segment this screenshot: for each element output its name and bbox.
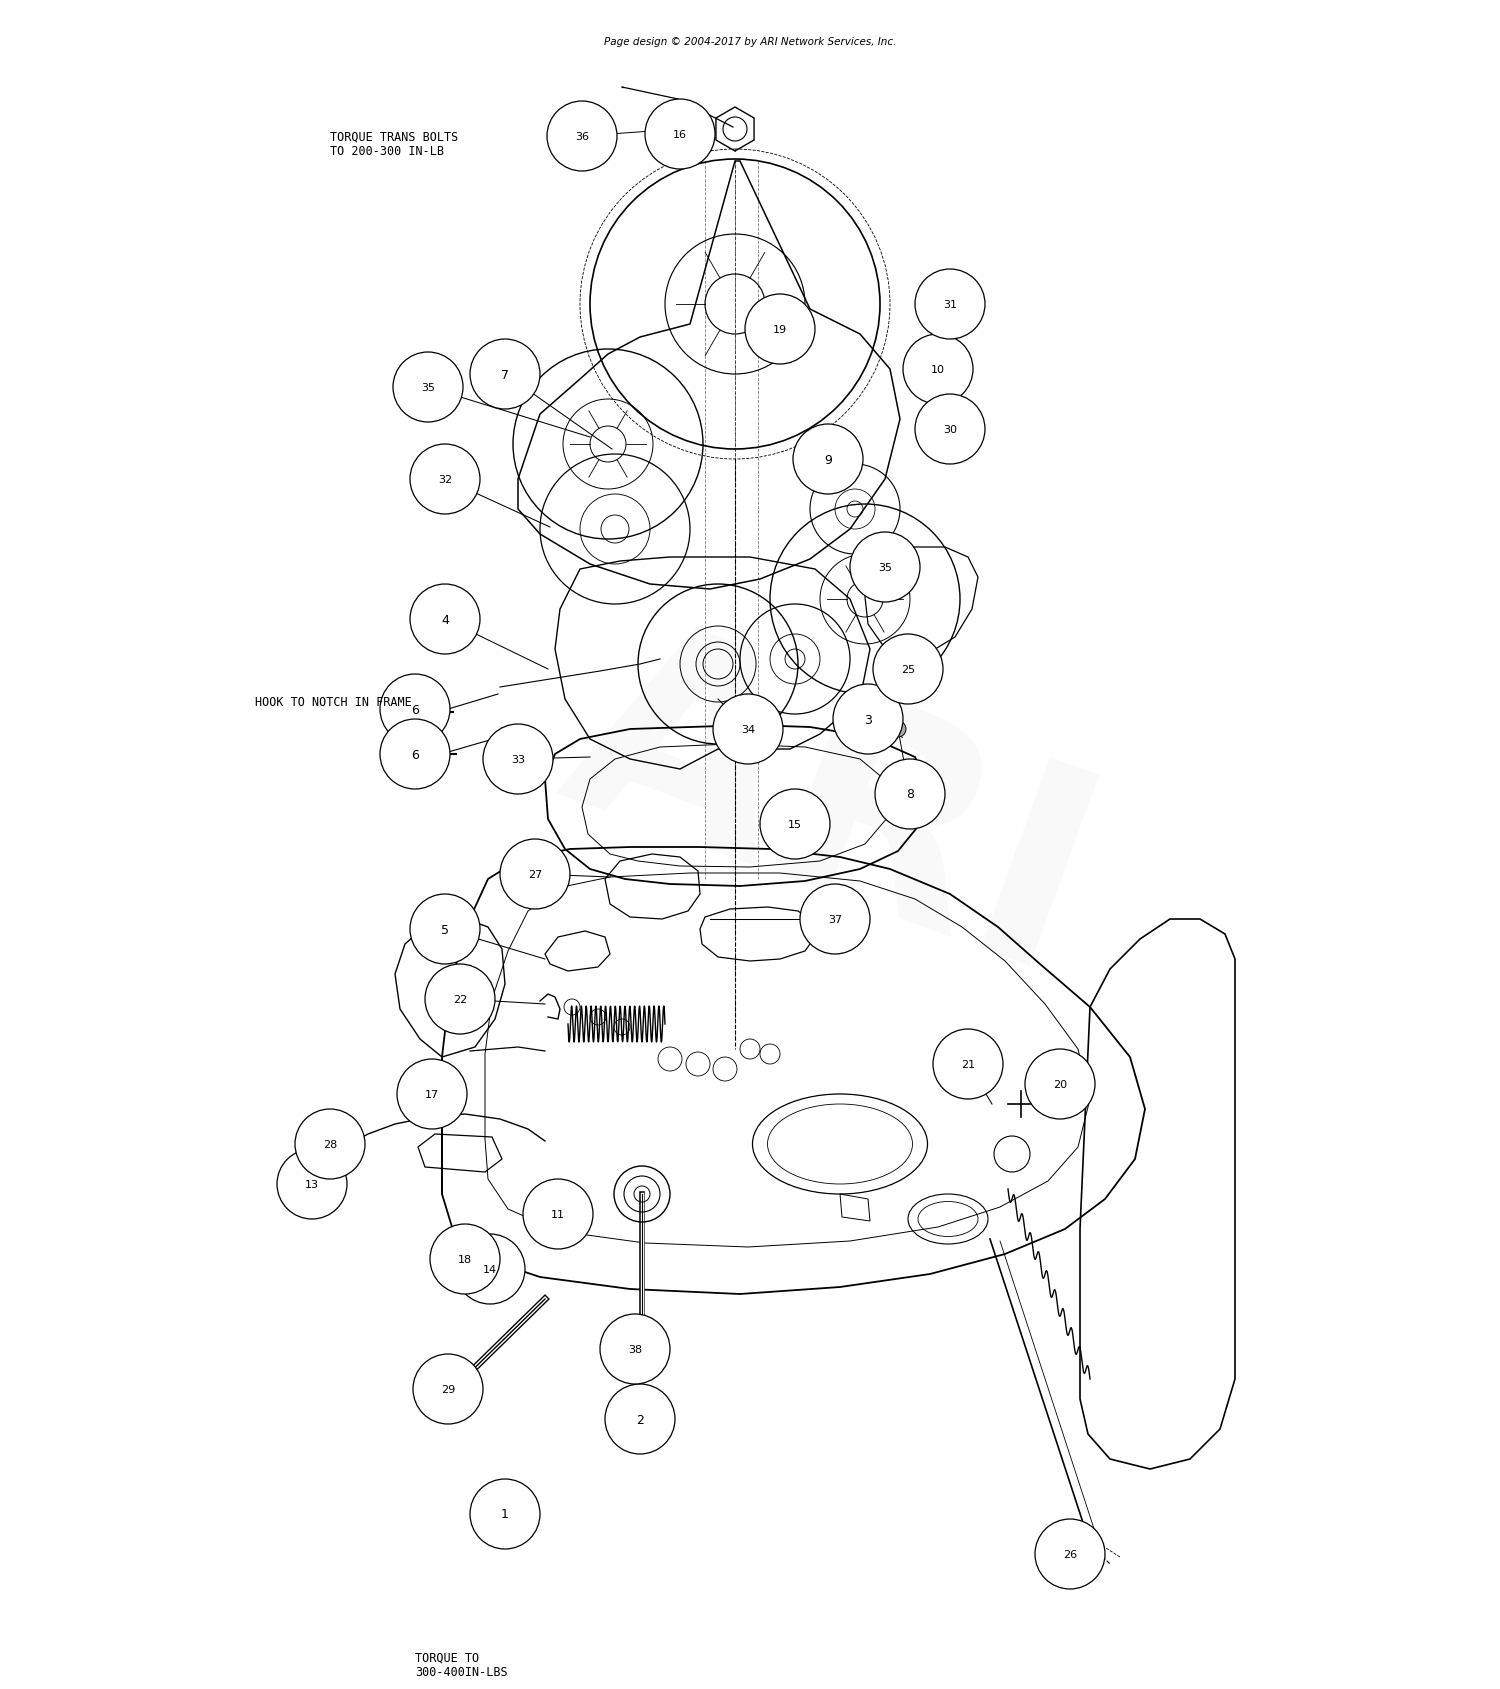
Circle shape	[604, 1385, 675, 1454]
Circle shape	[903, 334, 974, 405]
Text: 35: 35	[422, 383, 435, 394]
Circle shape	[645, 100, 716, 171]
Text: 27: 27	[528, 870, 542, 880]
Text: 15: 15	[788, 819, 802, 829]
Circle shape	[424, 964, 495, 1034]
Circle shape	[380, 674, 450, 745]
Text: 6: 6	[411, 748, 419, 762]
Text: 5: 5	[441, 922, 448, 936]
Text: 21: 21	[962, 1059, 975, 1069]
Circle shape	[890, 721, 906, 738]
Text: 1: 1	[501, 1508, 509, 1520]
Circle shape	[874, 760, 945, 829]
Text: 3: 3	[864, 713, 871, 726]
Text: 8: 8	[906, 789, 914, 801]
Text: 17: 17	[424, 1089, 439, 1100]
Circle shape	[1035, 1518, 1106, 1589]
Text: 19: 19	[772, 324, 788, 334]
Circle shape	[410, 444, 480, 515]
Text: 6: 6	[411, 703, 419, 716]
Text: 37: 37	[828, 914, 842, 924]
Text: 4: 4	[441, 613, 448, 627]
Text: 32: 32	[438, 475, 452, 485]
Circle shape	[430, 1225, 500, 1294]
Circle shape	[1024, 1049, 1095, 1120]
Text: 35: 35	[878, 562, 892, 573]
Circle shape	[438, 750, 448, 760]
Circle shape	[833, 684, 903, 755]
Circle shape	[800, 885, 870, 954]
Text: 22: 22	[453, 995, 466, 1005]
Circle shape	[380, 720, 450, 789]
Text: 33: 33	[512, 755, 525, 765]
Circle shape	[398, 1059, 466, 1130]
Circle shape	[413, 1355, 483, 1424]
Circle shape	[548, 101, 616, 172]
Text: 26: 26	[1064, 1549, 1077, 1559]
Circle shape	[600, 1314, 670, 1385]
Text: 25: 25	[902, 664, 915, 674]
Text: 11: 11	[550, 1209, 566, 1219]
Text: 9: 9	[824, 453, 833, 466]
Circle shape	[393, 353, 464, 422]
Text: 7: 7	[501, 368, 509, 382]
Circle shape	[712, 694, 783, 765]
Circle shape	[410, 584, 480, 655]
Circle shape	[746, 296, 814, 365]
Text: 20: 20	[1053, 1079, 1066, 1089]
Circle shape	[885, 660, 904, 679]
Text: 29: 29	[441, 1385, 454, 1393]
Text: 10: 10	[932, 365, 945, 375]
Text: 13: 13	[304, 1179, 320, 1189]
Text: 18: 18	[458, 1255, 472, 1265]
Circle shape	[483, 725, 554, 794]
Text: 14: 14	[483, 1265, 496, 1274]
Circle shape	[524, 1179, 592, 1250]
Text: 34: 34	[741, 725, 754, 735]
Text: 2: 2	[636, 1412, 644, 1426]
Text: TORQUE TRANS BOLTS
TO 200-300 IN-LB: TORQUE TRANS BOLTS TO 200-300 IN-LB	[330, 130, 459, 159]
Circle shape	[760, 789, 830, 860]
Text: 30: 30	[944, 424, 957, 434]
Circle shape	[470, 339, 540, 410]
Circle shape	[410, 895, 480, 964]
Text: 36: 36	[574, 132, 590, 142]
Circle shape	[794, 424, 862, 495]
Circle shape	[296, 1110, 364, 1179]
Text: ARI: ARI	[534, 593, 1126, 1029]
Text: TORQUE TO
300-400IN-LBS: TORQUE TO 300-400IN-LBS	[416, 1650, 507, 1679]
Circle shape	[873, 635, 944, 704]
Circle shape	[470, 1480, 540, 1549]
Circle shape	[850, 532, 920, 603]
Text: HOOK TO NOTCH IN FRAME: HOOK TO NOTCH IN FRAME	[255, 696, 413, 709]
Circle shape	[500, 839, 570, 909]
Circle shape	[933, 1029, 1004, 1100]
Circle shape	[278, 1149, 346, 1219]
Text: 16: 16	[674, 130, 687, 140]
Circle shape	[435, 708, 445, 718]
Text: Page design © 2004-2017 by ARI Network Services, Inc.: Page design © 2004-2017 by ARI Network S…	[604, 37, 896, 47]
Text: 28: 28	[322, 1140, 338, 1149]
Text: 38: 38	[628, 1344, 642, 1355]
Circle shape	[454, 1235, 525, 1304]
Circle shape	[915, 270, 986, 339]
Circle shape	[915, 395, 986, 464]
Text: 31: 31	[944, 301, 957, 309]
